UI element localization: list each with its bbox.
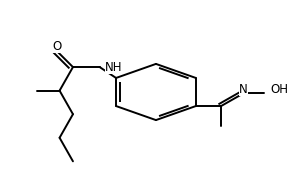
Text: N: N [239,83,248,96]
Text: OH: OH [270,83,288,96]
Text: NH: NH [105,61,122,74]
Text: O: O [52,40,61,53]
